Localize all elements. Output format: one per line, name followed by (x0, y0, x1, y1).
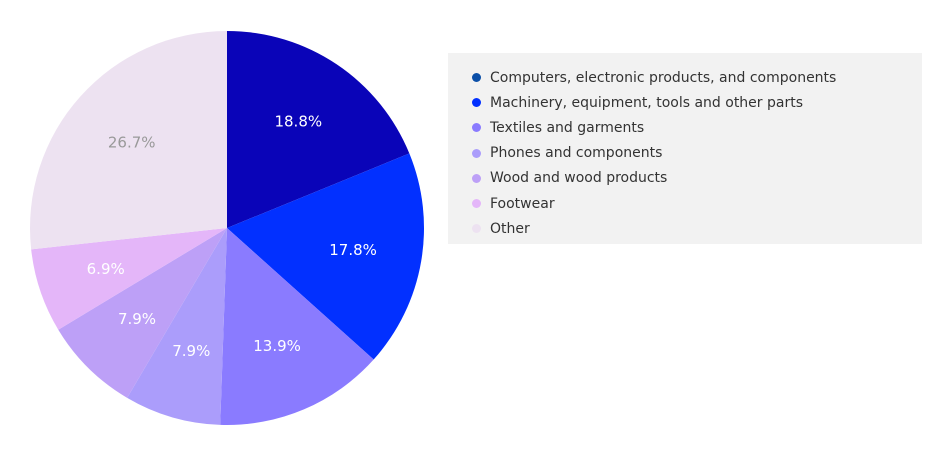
slice-value-label-machinery: 17.8% (329, 241, 377, 259)
pie-slices (30, 31, 425, 425)
legend-swatch-icon (472, 199, 481, 209)
pie-value-labels: 18.8% 17.8% 13.9% 7.9% 7.9% 6.9% 26.7% (87, 113, 377, 360)
legend-item-other[interactable]: Other (472, 216, 922, 241)
legend-label: Other (490, 220, 530, 237)
slice-value-label-textiles: 13.9% (253, 337, 301, 355)
legend-swatch-icon (472, 148, 481, 158)
slice-value-label-other: 26.7% (108, 134, 156, 152)
legend: Computers, electronic products, and comp… (448, 53, 922, 244)
pie-slice-other[interactable] (30, 31, 228, 250)
legend-item-textiles[interactable]: Textiles and garments (472, 115, 922, 140)
legend-label: Textiles and garments (490, 119, 645, 136)
legend-item-footwear[interactable]: Footwear (472, 191, 922, 216)
pie-slice-machinery[interactable] (227, 153, 425, 360)
pie-slice-computers[interactable] (227, 31, 410, 228)
legend-swatch-icon (472, 98, 481, 108)
legend-label: Computers, electronic products, and comp… (490, 69, 837, 86)
legend-swatch-icon (472, 173, 481, 183)
legend-item-computers[interactable]: Computers, electronic products, and comp… (472, 65, 922, 90)
slice-value-label-computers: 18.8% (274, 113, 322, 131)
legend-swatch-icon (472, 73, 481, 83)
legend-item-wood[interactable]: Wood and wood products (472, 166, 922, 191)
pie-slice-footwear[interactable] (31, 228, 227, 330)
legend-swatch-icon (472, 123, 481, 133)
legend-item-phones[interactable]: Phones and components (472, 141, 922, 166)
legend-label: Phones and components (490, 145, 663, 162)
legend-label: Machinery, equipment, tools and other pa… (490, 94, 804, 111)
legend-swatch-icon (472, 224, 481, 234)
slice-value-label-wood: 7.9% (118, 310, 156, 328)
legend-label: Wood and wood products (490, 170, 668, 187)
legend-label: Footwear (490, 195, 555, 212)
slice-value-label-footwear: 6.9% (87, 260, 125, 278)
legend-item-machinery[interactable]: Machinery, equipment, tools and other pa… (472, 90, 922, 115)
slice-value-label-phones: 7.9% (172, 342, 210, 360)
pie-slice-phones[interactable] (127, 228, 227, 425)
pie-slice-textiles[interactable] (220, 228, 374, 425)
pie-slice-wood[interactable] (58, 228, 227, 398)
